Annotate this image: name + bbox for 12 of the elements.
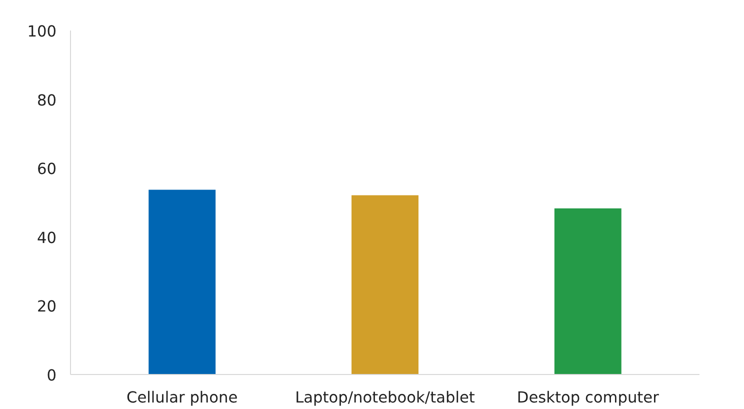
bar	[554, 208, 622, 374]
x-tick-label: Laptop/notebook/tablet	[295, 388, 475, 406]
x-tick-label: Cellular phone	[126, 388, 238, 406]
bar	[148, 190, 216, 374]
y-tick-label: 20	[36, 298, 57, 316]
y-tick-label: 80	[36, 91, 57, 110]
bar	[352, 195, 418, 374]
y-tick-label: 40	[36, 228, 57, 247]
y-tick-label: 0	[46, 366, 57, 384]
x-tick-label: Desktop computer	[516, 388, 660, 406]
y-tick-label: 60	[36, 160, 57, 178]
y-tick-label: 100	[27, 22, 57, 40]
